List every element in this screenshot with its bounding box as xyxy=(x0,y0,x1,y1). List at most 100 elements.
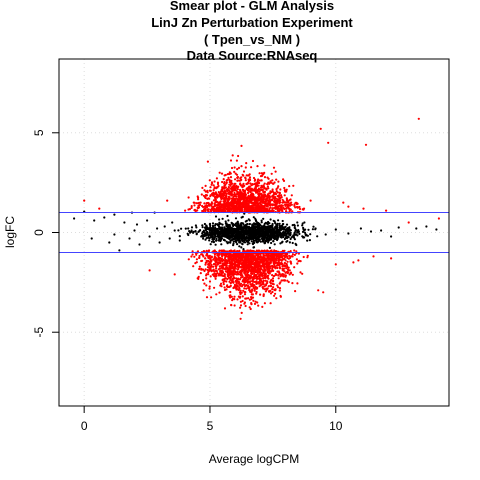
significant-point xyxy=(261,189,264,192)
significant-point xyxy=(282,275,285,278)
significant-point xyxy=(268,272,271,275)
significant-point xyxy=(269,190,272,193)
non-significant-point xyxy=(246,243,249,246)
significant-point xyxy=(212,189,215,192)
non-significant-point xyxy=(270,230,273,234)
non-significant-point xyxy=(229,231,232,234)
significant-point xyxy=(264,290,267,293)
non-significant-point xyxy=(216,223,219,226)
significant-point xyxy=(241,274,244,277)
significant-point xyxy=(235,202,238,205)
significant-point xyxy=(220,257,224,260)
significant-point xyxy=(210,256,213,259)
significant-point xyxy=(247,269,250,272)
non-significant-point xyxy=(123,221,126,224)
significant-point xyxy=(239,200,242,204)
significant-point xyxy=(230,272,233,276)
significant-point xyxy=(199,272,202,275)
significant-point xyxy=(262,257,265,260)
non-significant-point xyxy=(248,223,251,226)
non-significant-point xyxy=(156,227,159,230)
significant-point xyxy=(206,197,209,200)
non-significant-point xyxy=(214,229,217,232)
significant-point xyxy=(263,270,266,273)
non-significant-point xyxy=(257,226,260,229)
non-significant-point xyxy=(254,227,257,230)
non-significant-point xyxy=(238,239,241,242)
non-significant-point xyxy=(240,216,243,219)
significant-point xyxy=(250,260,253,263)
non-significant-point xyxy=(220,243,223,246)
significant-point xyxy=(282,178,285,181)
non-significant-point xyxy=(220,227,223,230)
significant-point xyxy=(240,197,243,200)
significant-point xyxy=(243,206,247,210)
significant-point xyxy=(228,171,231,174)
non-significant-point xyxy=(271,226,274,230)
significant-point xyxy=(254,200,257,203)
significant-point xyxy=(202,255,205,258)
significant-point xyxy=(296,206,299,209)
significant-point xyxy=(273,254,276,257)
significant-point xyxy=(204,193,208,197)
significant-point xyxy=(228,209,231,212)
significant-point xyxy=(221,270,224,273)
non-significant-point xyxy=(286,229,289,232)
non-significant-point xyxy=(275,237,278,241)
significant-point xyxy=(248,176,252,179)
significant-point xyxy=(247,205,250,209)
significant-point xyxy=(207,269,210,273)
non-significant-point xyxy=(218,227,222,230)
significant-point xyxy=(260,210,263,213)
significant-point xyxy=(248,173,251,176)
significant-point xyxy=(219,269,222,272)
significant-point xyxy=(247,191,250,195)
non-significant-point xyxy=(236,234,239,237)
significant-point xyxy=(256,269,259,273)
significant-point xyxy=(274,273,278,276)
non-significant-point xyxy=(240,233,244,236)
non-significant-point xyxy=(288,241,291,244)
non-significant-point xyxy=(108,241,111,244)
non-significant-point xyxy=(271,222,274,226)
significant-point xyxy=(205,259,208,262)
significant-point xyxy=(240,265,243,268)
significant-point xyxy=(257,184,260,187)
significant-point xyxy=(209,194,212,197)
significant-point xyxy=(301,272,304,275)
significant-point xyxy=(239,206,242,209)
non-significant-point xyxy=(207,228,210,231)
significant-point xyxy=(286,264,289,268)
significant-point xyxy=(235,257,238,260)
significant-point xyxy=(200,268,203,271)
significant-point xyxy=(262,184,265,187)
significant-point xyxy=(212,184,215,187)
significant-point xyxy=(230,166,234,170)
significant-point xyxy=(292,184,295,187)
non-significant-point xyxy=(273,243,276,246)
significant-point xyxy=(241,192,244,196)
significant-point xyxy=(242,289,245,292)
non-significant-point xyxy=(314,227,317,230)
non-significant-point xyxy=(258,238,261,241)
non-significant-point xyxy=(275,227,278,230)
significant-point xyxy=(265,197,268,200)
significant-point xyxy=(276,206,279,209)
significant-point xyxy=(257,258,260,261)
non-significant-point xyxy=(268,236,271,239)
non-significant-point xyxy=(295,243,298,247)
non-significant-point xyxy=(228,234,232,237)
significant-point xyxy=(251,249,254,253)
non-significant-point xyxy=(268,228,271,231)
significant-point xyxy=(239,317,242,320)
significant-point xyxy=(218,259,222,262)
non-significant-point xyxy=(283,233,286,236)
significant-point xyxy=(263,202,266,205)
significant-point xyxy=(192,201,195,204)
significant-point xyxy=(240,165,243,168)
significant-point xyxy=(191,253,194,256)
significant-point xyxy=(282,258,285,261)
significant-point xyxy=(280,273,283,277)
significant-point xyxy=(260,192,263,195)
significant-point xyxy=(267,256,270,259)
